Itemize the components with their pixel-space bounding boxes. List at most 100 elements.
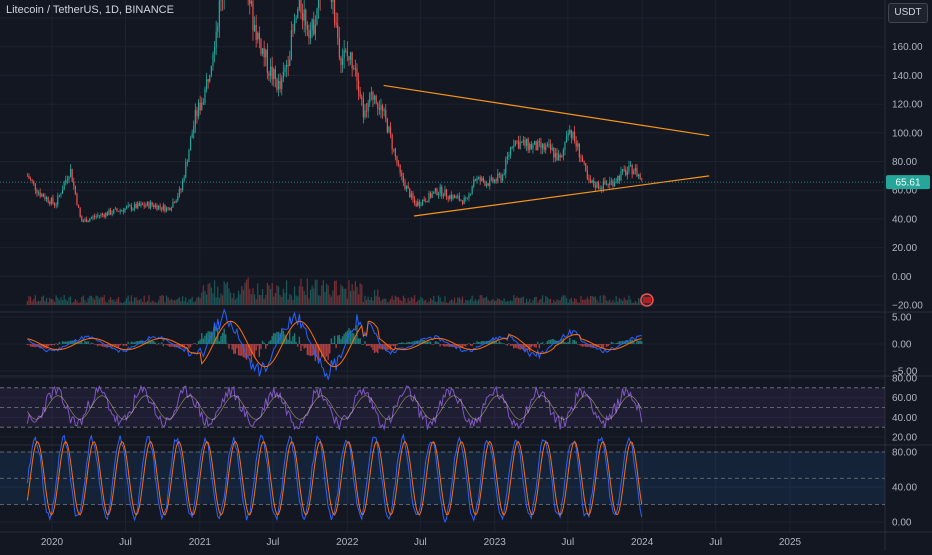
volume-bar [580, 296, 581, 305]
volume-bar [385, 299, 386, 305]
volume-bar [147, 301, 148, 305]
volume-bar [483, 298, 484, 305]
volume-bar [179, 297, 180, 305]
candle-body [414, 199, 415, 203]
candle-body [507, 157, 508, 160]
volume-bar [161, 295, 162, 305]
candle-body [51, 198, 52, 204]
macd-hist-bar [465, 344, 466, 347]
volume-bar [566, 298, 567, 305]
candle-body [92, 216, 93, 217]
y-tick-label: 20.00 [892, 243, 917, 254]
candle-body [355, 68, 356, 69]
volume-bar [528, 302, 529, 305]
candle-body [475, 180, 476, 181]
volume-bar [305, 295, 306, 305]
volume-bar [414, 295, 415, 305]
candle-body [313, 19, 314, 34]
candle-body [35, 183, 36, 190]
volume-bar [48, 302, 49, 305]
candle-body [46, 197, 47, 199]
macd-hist-bar [372, 344, 373, 350]
volume-bar [227, 282, 228, 305]
candle-body [417, 202, 418, 207]
volume-bar [435, 302, 436, 305]
volume-bar [419, 300, 420, 305]
macd-hist-bar [294, 333, 295, 344]
macd-hist-bar [99, 344, 100, 345]
candle-body [472, 186, 473, 193]
macd-hist-bar [116, 344, 117, 347]
candle-body [344, 50, 345, 58]
volume-bar [268, 285, 269, 305]
volume-bar [233, 293, 234, 305]
candle-body [568, 133, 569, 136]
candle-body [172, 202, 173, 208]
volume-bar [276, 285, 277, 305]
volume-bar [190, 299, 191, 305]
volume-bar [616, 296, 617, 305]
macd-hist-bar [500, 342, 501, 344]
volume-bar [41, 297, 42, 305]
volume-bar [212, 293, 213, 305]
macd-hist-bar [617, 342, 618, 344]
macd-hist-bar [92, 343, 93, 344]
volume-bar [620, 299, 621, 305]
currency-button[interactable]: USDT [888, 3, 928, 23]
candle-body [545, 146, 546, 150]
candle-body [272, 66, 273, 79]
candle-body [136, 204, 137, 208]
volume-bar [153, 301, 154, 305]
macd-hist-bar [51, 344, 52, 346]
volume-bar [222, 295, 223, 305]
volume-bar [275, 293, 276, 305]
candle-body [105, 213, 106, 217]
candle-body [270, 66, 271, 75]
candle-body [624, 169, 625, 170]
volume-bar [313, 289, 314, 305]
volume-bar [630, 299, 631, 305]
candle-body [625, 170, 626, 175]
volume-bar [320, 296, 321, 305]
volume-bar [206, 295, 207, 305]
macd-hist-bar [575, 341, 576, 344]
candle-body [137, 203, 138, 208]
macd-hist-bar [619, 341, 620, 344]
candle-body [281, 78, 282, 89]
candle-body [430, 193, 431, 198]
candle-body [496, 180, 497, 181]
macd-hist-bar [204, 336, 205, 344]
candle-body [49, 202, 50, 204]
volume-bar [254, 294, 255, 305]
volume-bar [291, 295, 292, 305]
candle-body [268, 73, 269, 76]
macd-hist-bar [494, 342, 495, 344]
volume-bar [460, 299, 461, 305]
volume-bar [364, 296, 365, 305]
macd-hist-bar [531, 344, 532, 347]
y-tick-label: 0.00 [892, 518, 912, 529]
volume-bar [446, 303, 447, 305]
macd-hist-bar [83, 344, 84, 345]
candle-body [28, 176, 29, 179]
volume-bar [73, 302, 74, 305]
macd-hist-bar [412, 341, 413, 344]
y-tick-label: 80.00 [892, 448, 917, 459]
candle-body [97, 215, 98, 216]
candle-body [131, 206, 132, 210]
volume-bar [166, 295, 167, 305]
macd-hist-bar [257, 344, 258, 346]
volume-bar [593, 297, 594, 305]
candle-body [256, 25, 257, 40]
candle-body [515, 141, 516, 146]
volume-bar [358, 294, 359, 305]
volume-bar [160, 296, 161, 305]
candle-body [126, 207, 127, 209]
candle-body [395, 149, 396, 156]
candle-body [78, 205, 79, 208]
candle-body [396, 156, 397, 163]
macd-hist-bar [127, 342, 128, 344]
volume-bar [211, 287, 212, 305]
volume-bar [33, 299, 34, 305]
candle-body [348, 56, 349, 60]
